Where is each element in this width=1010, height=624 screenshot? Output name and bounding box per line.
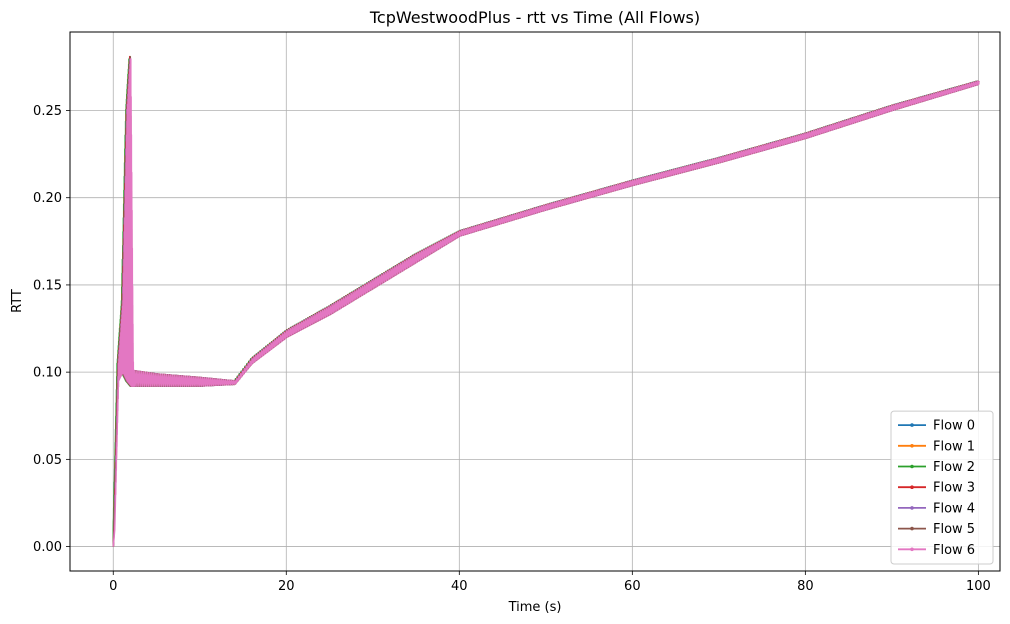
legend-box (890, 410, 994, 565)
x-tick-label: 20 (278, 579, 295, 594)
legend-label: Flow 4 (933, 501, 975, 516)
y-tick-label: 0.00 (33, 540, 62, 555)
x-axis-label: Time (s) (508, 600, 562, 615)
legend-label: Flow 1 (933, 439, 975, 454)
legend-marker (910, 547, 914, 552)
chart-title: TcpWestwoodPlus - rtt vs Time (All Flows… (369, 8, 700, 27)
y-axis: 0.00 0.05 0.10 0.15 0.20 0.25 (33, 104, 70, 555)
legend-label: Flow 5 (933, 522, 975, 537)
x-tick-label: 60 (624, 579, 641, 594)
legend-marker (910, 464, 914, 469)
y-tick-label: 0.20 (33, 191, 62, 206)
series-line-6 (112, 58, 980, 547)
x-tick-label: 100 (966, 579, 991, 594)
plot-area (112, 55, 980, 547)
x-tick-label: 0 (109, 579, 117, 594)
y-tick-label: 0.25 (33, 104, 62, 119)
legend-label: Flow 2 (933, 460, 975, 475)
legend-marker (910, 444, 914, 448)
plot-frame (69, 31, 1001, 572)
grid (70, 32, 1000, 571)
y-tick-label: 0.15 (33, 278, 62, 293)
legend-label: Flow 6 (933, 543, 975, 558)
legend-label: Flow 3 (933, 481, 975, 496)
x-tick-label: 80 (797, 579, 814, 594)
legend-marker (910, 485, 914, 490)
legend: Flow 0 Flow 1 Flow 2 Flow 3 Flow 4 Flow 5 Flow… (890, 410, 994, 565)
legend-marker (910, 423, 914, 427)
x-axis: 0 20 40 60 80 100 (109, 571, 991, 594)
legend-label: Flow 0 (933, 419, 975, 434)
y-axis-label: RTT (10, 289, 25, 313)
y-tick-label: 0.10 (33, 366, 62, 381)
x-tick-label: 40 (451, 579, 468, 594)
legend-marker (910, 526, 914, 531)
legend-marker (910, 506, 914, 510)
y-tick-label: 0.05 (33, 453, 62, 468)
